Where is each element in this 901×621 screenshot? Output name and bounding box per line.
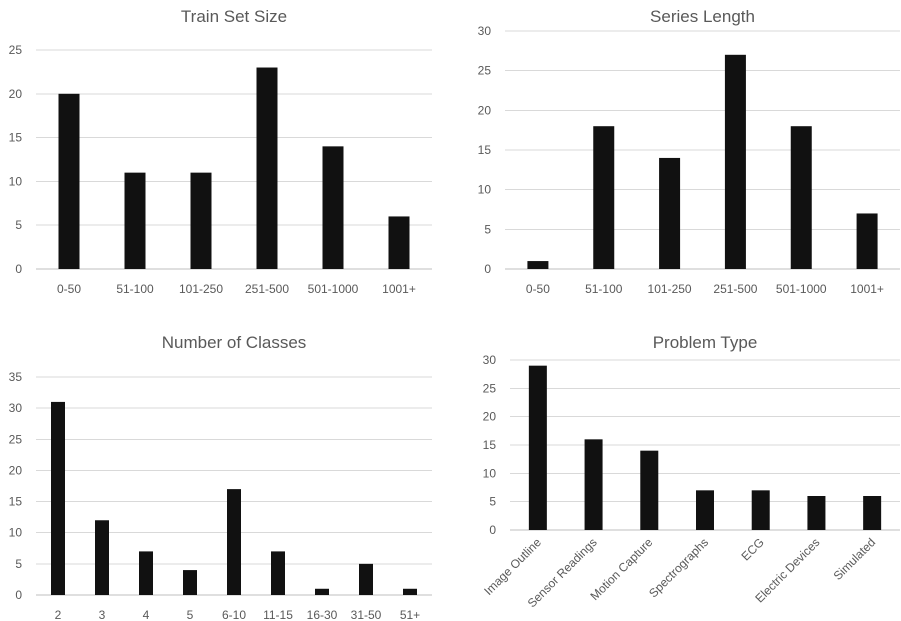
x-tick-label: 2 bbox=[55, 608, 62, 621]
y-tick-label: 15 bbox=[9, 495, 23, 509]
x-tick-label: 5 bbox=[187, 608, 194, 621]
bar bbox=[593, 126, 615, 269]
y-tick-label: 25 bbox=[9, 432, 23, 446]
bar bbox=[856, 213, 878, 269]
x-tick-label: 0-50 bbox=[526, 282, 550, 296]
y-tick-label: 0 bbox=[15, 262, 22, 276]
bar bbox=[388, 216, 410, 269]
bar bbox=[528, 365, 547, 530]
bar bbox=[190, 172, 212, 269]
chart-title: Problem Type bbox=[653, 333, 758, 352]
chart-train-set-size: Train Set Size 0 5 10 15 20 25 0-50 51-100 101-25… bbox=[0, 0, 450, 305]
x-tick-label: 1001+ bbox=[850, 282, 884, 296]
bar bbox=[95, 520, 109, 595]
bar bbox=[724, 54, 746, 269]
y-tick-label: 30 bbox=[9, 401, 23, 415]
y-tick-label: 25 bbox=[483, 381, 497, 395]
bar bbox=[527, 261, 549, 269]
y-tick-label: 5 bbox=[484, 222, 491, 236]
x-tick-label: 1001+ bbox=[382, 282, 416, 296]
chart-series-length-svg: Series Length 0 5 10 15 20 25 30 0-50 51-100 101-2… bbox=[478, 7, 900, 296]
bar bbox=[696, 490, 714, 530]
x-tick-label: 51-100 bbox=[585, 282, 623, 296]
chart-problem-type: Problem Type 0 5 10 15 20 25 30 Image Outline Sen… bbox=[455, 325, 901, 621]
x-tick-label: 101-250 bbox=[648, 282, 692, 296]
x-tick-label: Simulated bbox=[831, 535, 879, 583]
x-tick-label: 16-30 bbox=[307, 608, 338, 621]
y-tick-label: 10 bbox=[9, 526, 23, 540]
y-tick-label: 15 bbox=[9, 131, 23, 145]
bar bbox=[256, 67, 278, 270]
bar bbox=[58, 93, 80, 269]
x-tick-label: 51-100 bbox=[116, 282, 154, 296]
y-tick-label: 5 bbox=[15, 218, 22, 232]
y-tick-label: 15 bbox=[478, 143, 492, 157]
bar bbox=[139, 551, 153, 595]
y-tick-label: 20 bbox=[9, 463, 23, 477]
bar bbox=[790, 126, 812, 269]
x-tick-label: 6-10 bbox=[222, 608, 246, 621]
y-tick-label: 35 bbox=[9, 370, 23, 384]
y-tick-label: 20 bbox=[483, 410, 497, 424]
bar bbox=[322, 146, 344, 269]
bar bbox=[659, 157, 681, 269]
x-tick-label: Spectrographs bbox=[646, 535, 711, 600]
y-tick-label: 10 bbox=[483, 466, 497, 480]
bar bbox=[403, 588, 417, 595]
bar bbox=[271, 551, 285, 595]
x-tick-label: 251-500 bbox=[713, 282, 757, 296]
bar bbox=[863, 496, 882, 530]
chart-title: Number of Classes bbox=[162, 333, 307, 352]
x-tick-label: ECG bbox=[739, 535, 767, 563]
y-tick-label: 5 bbox=[489, 495, 496, 509]
y-tick-label: 20 bbox=[9, 87, 23, 101]
chart-series-length: Series Length 0 5 10 15 20 25 30 0-50 51-100 101-2… bbox=[455, 0, 901, 305]
bar bbox=[124, 172, 146, 269]
y-tick-label: 0 bbox=[489, 523, 496, 537]
x-tick-label: 51+ bbox=[400, 608, 420, 621]
bar bbox=[359, 563, 373, 595]
y-tick-label: 0 bbox=[15, 588, 22, 602]
x-tick-label: 3 bbox=[99, 608, 106, 621]
y-tick-label: 10 bbox=[478, 183, 492, 197]
bar bbox=[584, 439, 603, 530]
chart-train-set-size-svg: Train Set Size 0 5 10 15 20 25 0-50 51-100 101-25… bbox=[9, 7, 432, 296]
x-tick-label: 4 bbox=[143, 608, 150, 621]
bar bbox=[807, 496, 826, 530]
chart-number-of-classes: Number of Classes 0 5 10 15 20 25 30 35 2 3 4 5 6-10 1… bbox=[0, 325, 450, 621]
x-tick-label: 0-50 bbox=[57, 282, 81, 296]
x-tick-label: 251-500 bbox=[245, 282, 289, 296]
x-tick-label: 11-15 bbox=[263, 608, 293, 621]
y-tick-label: 30 bbox=[483, 353, 497, 367]
chart-title: Series Length bbox=[650, 7, 755, 26]
bar bbox=[640, 450, 659, 530]
x-tick-label: Image Outline bbox=[481, 535, 544, 598]
y-tick-label: 15 bbox=[483, 438, 497, 452]
y-tick-label: 5 bbox=[15, 557, 22, 571]
bar bbox=[315, 588, 329, 595]
bar bbox=[227, 489, 241, 595]
y-tick-label: 25 bbox=[478, 64, 492, 78]
y-tick-label: 10 bbox=[9, 174, 23, 188]
x-tick-label: 501-1000 bbox=[776, 282, 827, 296]
x-tick-label: 501-1000 bbox=[308, 282, 359, 296]
bar bbox=[183, 570, 197, 595]
chart-number-of-classes-svg: Number of Classes 0 5 10 15 20 25 30 35 2 3 4 5 6-10 1… bbox=[9, 333, 432, 621]
chart-title: Train Set Size bbox=[181, 7, 287, 26]
y-tick-label: 20 bbox=[478, 103, 492, 117]
bar bbox=[751, 490, 770, 530]
y-tick-label: 0 bbox=[484, 262, 491, 276]
x-tick-label: 31-50 bbox=[351, 608, 382, 621]
y-tick-label: 30 bbox=[478, 24, 492, 38]
x-tick-label: 101-250 bbox=[179, 282, 223, 296]
y-tick-label: 25 bbox=[9, 43, 23, 57]
bar bbox=[51, 401, 65, 595]
